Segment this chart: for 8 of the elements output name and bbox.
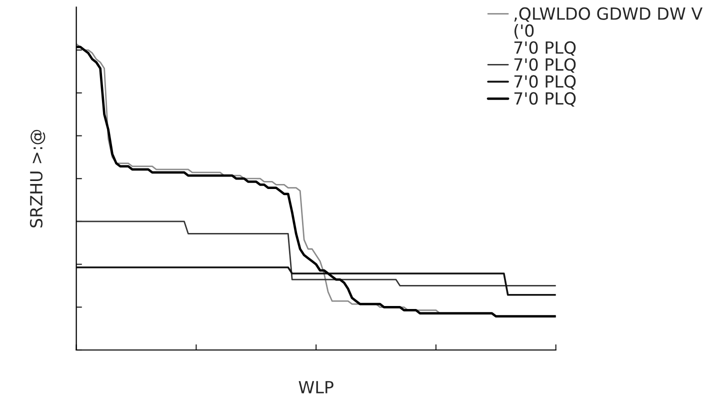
legend-label: 7'0 PLQ (514, 92, 576, 107)
legend-label: 7'0 PLQ (514, 75, 576, 90)
legend-label: ,QLWLDO GDWD DW V (514, 7, 702, 22)
x-axis-title: WLP (298, 381, 334, 394)
annotation: 7'0 PLQ (514, 41, 576, 56)
legend-label: 7'0 PLQ (514, 58, 576, 73)
y-axis-title: SRZHU >:@ (30, 130, 46, 228)
text: ('0 (514, 24, 534, 39)
